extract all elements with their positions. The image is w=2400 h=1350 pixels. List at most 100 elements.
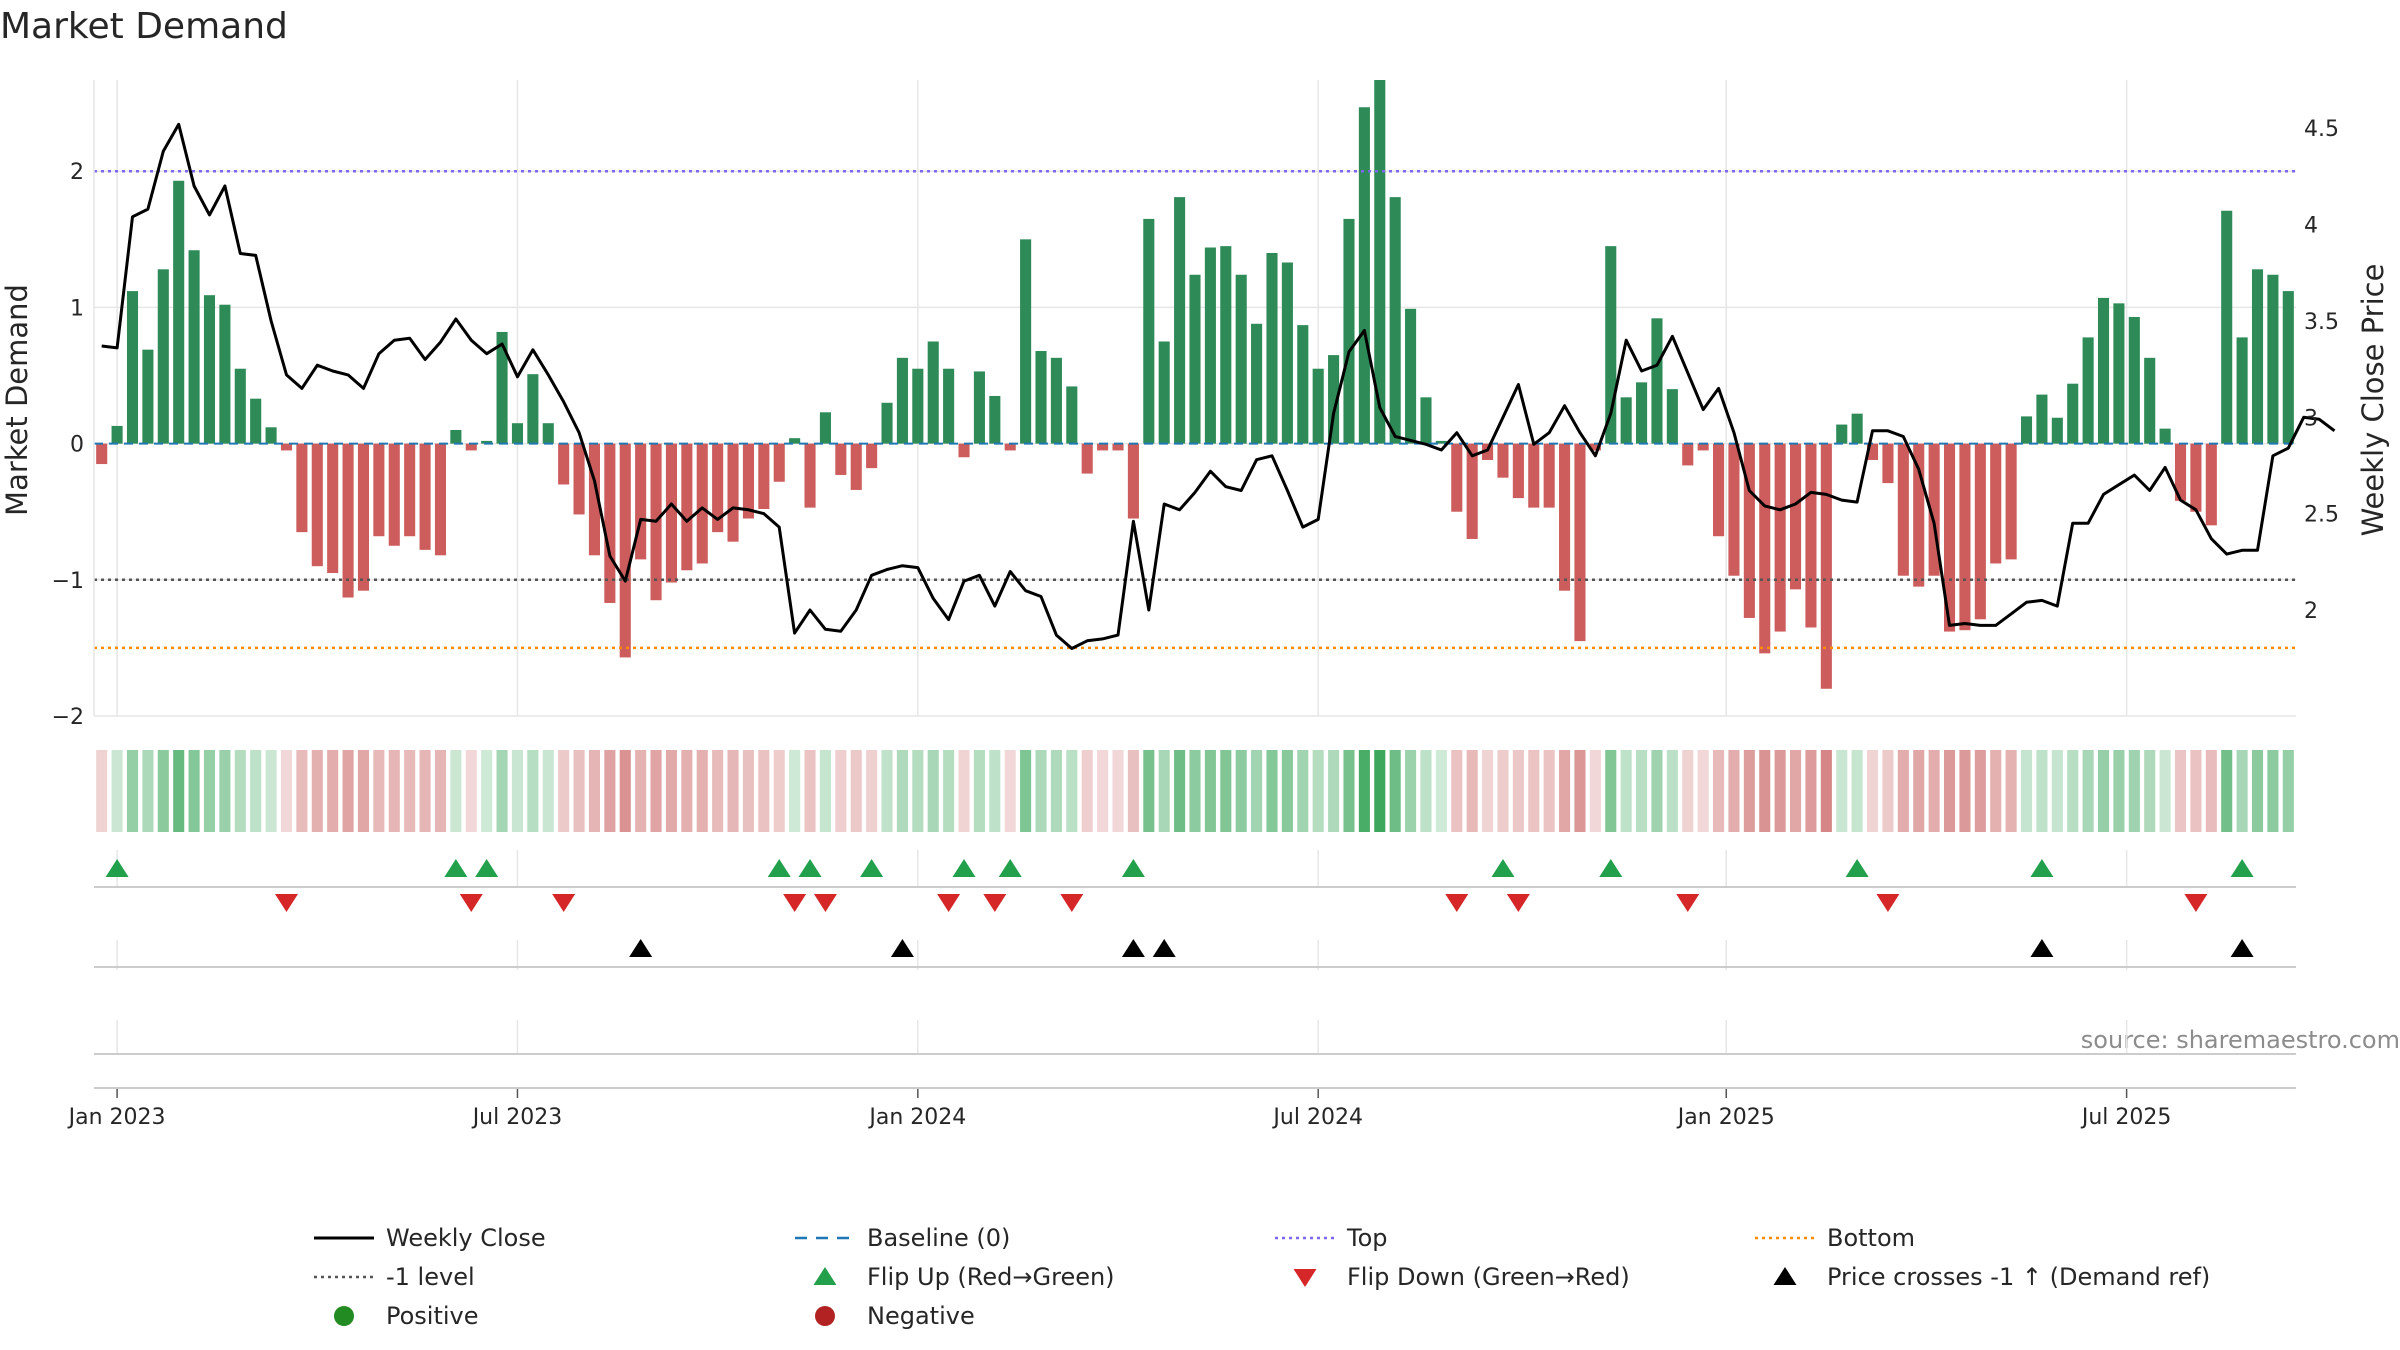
strip-cell bbox=[1405, 750, 1417, 832]
strip-cell bbox=[527, 750, 539, 832]
strip-cell bbox=[219, 750, 231, 832]
flip-down-marker bbox=[552, 894, 576, 912]
strip-cell bbox=[1035, 750, 1047, 832]
demand-bar bbox=[804, 443, 816, 508]
flip-up-marker bbox=[1121, 859, 1145, 877]
demand-bar bbox=[1189, 274, 1201, 444]
demand-bar bbox=[604, 443, 616, 603]
strip-cell bbox=[1081, 750, 1093, 832]
x-tick-label: Jan 2024 bbox=[867, 1105, 966, 1130]
legend-label: Flip Up (Red→Green) bbox=[867, 1263, 1115, 1291]
strip-cell bbox=[2159, 750, 2171, 832]
strip-cell bbox=[2174, 750, 2187, 832]
demand-bar bbox=[1389, 197, 1401, 444]
price-cross-marker bbox=[1152, 939, 1176, 957]
strip-cell bbox=[496, 750, 508, 832]
strip-cell bbox=[727, 750, 739, 832]
strip-cell bbox=[1435, 750, 1447, 832]
demand-bar bbox=[927, 341, 939, 444]
strip-cell bbox=[2251, 750, 2264, 832]
strip-cell bbox=[1328, 750, 1340, 832]
price-cross-marker bbox=[2230, 939, 2254, 957]
demand-bar bbox=[250, 398, 262, 444]
demand-bar bbox=[1866, 443, 1879, 460]
demand-bar bbox=[2205, 443, 2217, 526]
demand-bar bbox=[958, 443, 970, 458]
flip-down-marker bbox=[2184, 894, 2208, 912]
strip-cell bbox=[1620, 750, 1632, 832]
strip-cell bbox=[388, 750, 400, 832]
strip-cell bbox=[250, 750, 262, 832]
demand-bar bbox=[2159, 428, 2171, 444]
strip-cell bbox=[1466, 750, 1478, 832]
strip-cell bbox=[1651, 750, 1663, 832]
strip-cell bbox=[419, 750, 431, 832]
demand-bar bbox=[2128, 316, 2140, 444]
strip-cell bbox=[1990, 750, 2002, 832]
flip-down-marker bbox=[459, 894, 483, 912]
strip-cell bbox=[1297, 750, 1309, 832]
demand-bar bbox=[1097, 443, 1109, 451]
strip-cell bbox=[296, 750, 308, 832]
demand-bar bbox=[203, 295, 216, 444]
demand-bar bbox=[265, 427, 277, 444]
strip-cell bbox=[1882, 750, 1894, 832]
strip-cell bbox=[1728, 750, 1740, 832]
demand-bar bbox=[1482, 443, 1494, 460]
demand-bar bbox=[943, 368, 955, 444]
strip-cell bbox=[2267, 750, 2279, 832]
legend-label: Price crosses -1 ↑ (Demand ref) bbox=[1827, 1263, 2210, 1291]
demand-bar bbox=[1158, 341, 1170, 444]
demand-bar bbox=[1790, 443, 1802, 590]
strip-cell bbox=[588, 750, 600, 832]
strip-cell bbox=[558, 750, 570, 832]
demand-bar bbox=[96, 443, 108, 465]
strip-cell bbox=[2282, 750, 2294, 832]
strip-cell bbox=[2128, 750, 2140, 832]
strip-cell bbox=[1497, 750, 1509, 832]
strip-cell bbox=[1004, 750, 1016, 832]
flip-up-marker bbox=[475, 859, 499, 877]
flip-up-marker bbox=[860, 859, 884, 877]
y-axis-label: Market Demand bbox=[0, 284, 34, 516]
demand-bar bbox=[481, 440, 493, 444]
demand-bar bbox=[1235, 274, 1247, 444]
demand-bar bbox=[1897, 443, 1909, 576]
demand-bar bbox=[1943, 443, 1956, 632]
demand-bar bbox=[1682, 443, 1694, 466]
demand-bar bbox=[2020, 416, 2033, 444]
demand-bar bbox=[819, 412, 831, 444]
strip-cell bbox=[989, 750, 1001, 832]
flip-up-marker bbox=[2030, 859, 2054, 877]
strip-cell bbox=[2144, 750, 2156, 832]
y-tick-label: −2 bbox=[52, 705, 84, 730]
demand-bar bbox=[2051, 417, 2063, 444]
demand-bar bbox=[1728, 443, 1740, 576]
price-cross-marker bbox=[629, 939, 653, 957]
strip-cell bbox=[1559, 750, 1571, 832]
strip-cell bbox=[1697, 750, 1709, 832]
demand-bar bbox=[1851, 413, 1863, 444]
axes-layer: −2 −1 0 1 2 2 2.5 3 3.5 4 4.5 Jan 2023 Jul 2023 Jan 2… bbox=[52, 80, 2339, 1130]
demand-bar bbox=[635, 443, 647, 560]
strip-cell bbox=[2067, 750, 2079, 832]
demand-bar bbox=[1266, 252, 1278, 444]
strip-cell bbox=[373, 750, 385, 832]
strip-cell bbox=[619, 750, 631, 832]
demand-bar bbox=[511, 423, 524, 444]
strip-cell bbox=[1743, 750, 1755, 832]
legend-label: Baseline (0) bbox=[867, 1224, 1010, 1252]
strip-cell bbox=[434, 750, 447, 832]
demand-bar bbox=[681, 443, 693, 571]
demand-bar bbox=[1666, 389, 1678, 444]
demand-bar bbox=[1820, 443, 1832, 689]
strip-cell bbox=[173, 750, 185, 832]
demand-bar bbox=[465, 443, 477, 451]
strip-cell bbox=[1528, 750, 1540, 832]
demand-bar bbox=[1435, 440, 1447, 444]
y2-tick-label: 2.5 bbox=[2304, 503, 2339, 528]
demand-bar bbox=[588, 443, 600, 556]
strip-cell bbox=[604, 750, 616, 832]
demand-bar bbox=[665, 443, 677, 583]
demand-bar bbox=[835, 443, 847, 475]
